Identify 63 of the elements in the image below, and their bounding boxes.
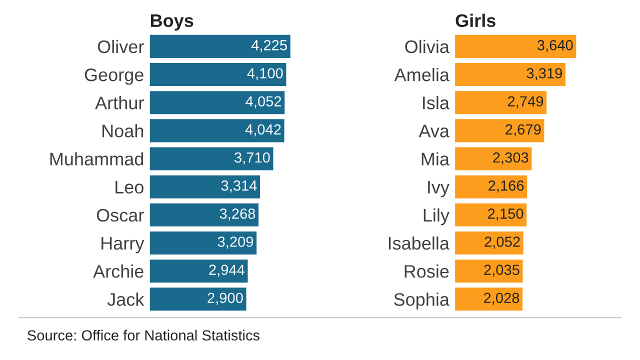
bar [455,63,566,86]
bar [150,288,246,311]
y-tick-label: George [84,68,144,85]
data-label: 2,679 [506,124,541,136]
data-label: 3,319 [526,68,562,80]
data-label: 3,314 [221,180,257,192]
bar [150,203,259,226]
data-label: 2,166 [488,180,524,192]
bar [455,91,547,114]
data-label: 4,052 [246,96,282,108]
data-label: 2,035 [484,264,520,277]
data-label: 4,042 [245,124,281,136]
y-tick-label: Noah [102,124,144,138]
data-label: 2,028 [484,292,520,305]
y-tick-label: Isabella [388,236,450,250]
y-tick-label: Leo [116,180,144,194]
bar [150,119,284,142]
data-label: 3,640 [537,40,573,52]
bar [150,147,274,170]
bar [455,34,576,58]
bar [150,63,286,86]
y-tick-label: Isla [423,96,450,110]
y-tick-label: Jack [107,292,144,306]
bar [150,260,248,283]
data-label: 2,303 [493,152,528,164]
bar [455,203,527,226]
y-tick-label: Ava [418,124,450,138]
y-tick-label: Amelia [394,68,450,82]
y-tick-label: Rosie [404,264,449,278]
bar [455,288,523,311]
data-label: 2,900 [208,292,243,305]
data-label: 3,209 [218,236,254,249]
data-label: 4,100 [247,68,283,80]
y-tick-label: Ivy [428,180,450,198]
y-tick-label: Muhammad [50,152,144,166]
bar [150,34,290,58]
bar [455,231,524,255]
data-label: 2,749 [508,96,544,108]
y-tick-label: Mia [422,152,450,166]
y-tick-label: Archie [93,264,144,278]
chart-title: Girls [456,14,496,28]
bar [455,147,532,170]
bar [150,91,285,114]
source-note: Source: Office for National Statistics [28,330,260,341]
bar [455,260,523,283]
y-tick-label: Harry [102,237,144,254]
bar [150,175,260,198]
y-tick-label: Lily [424,208,450,226]
data-label: 3,710 [234,152,270,164]
y-tick-label: Sophia [394,292,450,310]
y-tick-label: Oliver [98,40,144,54]
y-tick-label: Oscar [96,208,144,222]
bar [150,231,257,255]
y-tick-label: Arthur [95,96,144,110]
data-label: 3,268 [220,208,256,221]
chart-title: Boys [150,14,194,31]
data-label: 4,225 [251,40,287,52]
data-label: 2,052 [484,236,520,249]
data-label: 2,150 [488,208,524,221]
bar [455,119,544,142]
y-tick-label: Olivia [405,40,450,54]
data-label: 2,944 [209,264,245,277]
bar [455,175,528,198]
